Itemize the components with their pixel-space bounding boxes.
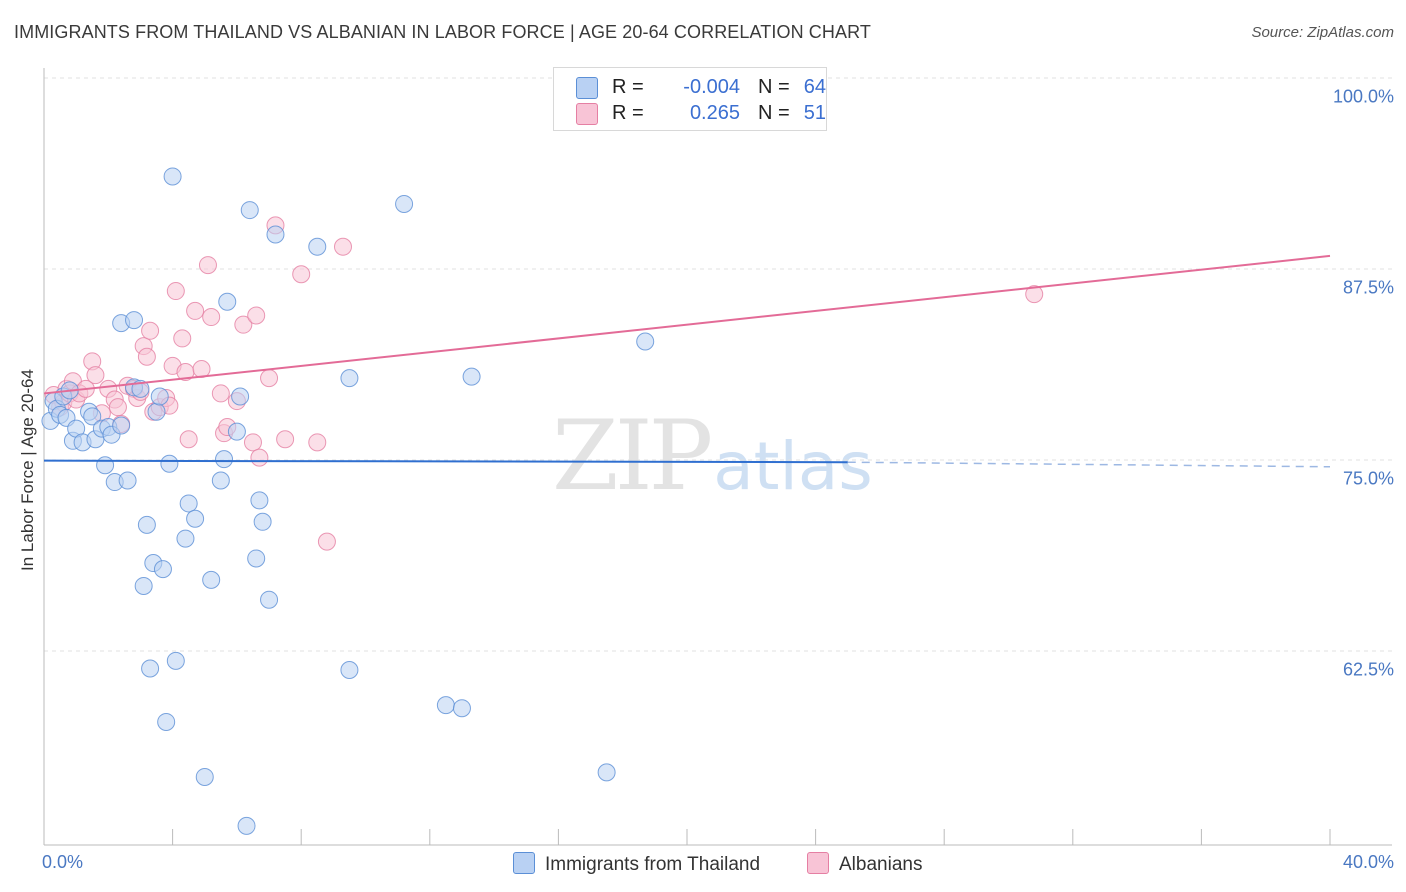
albanian-point [1025, 285, 1044, 304]
thailand-point [118, 471, 137, 490]
thailand-point [218, 292, 237, 311]
albanian-point [166, 282, 185, 301]
grid-lines [44, 77, 1392, 652]
thailand-point [211, 471, 230, 490]
bottom-legend-label-albanians: Albanians [839, 854, 923, 875]
thailand-point [227, 422, 246, 441]
x-tick-label: 0.0% [42, 852, 84, 872]
thailand-point [150, 387, 169, 406]
albanian-point [292, 265, 311, 284]
albanian-point [211, 384, 230, 403]
thailand-point [237, 816, 256, 835]
trend-lines [43, 254, 1331, 468]
albanian-trend-line [43, 254, 1331, 395]
albanian-point [308, 433, 327, 452]
albanian-point [276, 430, 295, 449]
thailand-point [395, 194, 414, 213]
albanian-point [179, 430, 198, 449]
thailand-point [340, 661, 359, 679]
albanian-point [317, 532, 336, 551]
thailand-point [83, 407, 102, 426]
thailand-point [166, 651, 185, 670]
thailand-point [597, 763, 616, 782]
y-tick-label: 62.5% [1342, 659, 1394, 680]
thailand-point [266, 225, 285, 244]
thailand-point [96, 456, 115, 475]
legend-n-label: N = [758, 102, 790, 124]
bottom-legend-swatch-albanians [807, 852, 829, 874]
legend-swatch-thailand [576, 77, 598, 99]
data-points [41, 86, 1044, 835]
legend-r-label: R = [612, 76, 644, 98]
thailand-point [125, 311, 144, 330]
stats-legend: R = -0.004 N = 64 R = 0.265 N = 51 [553, 67, 827, 131]
thailand-point [308, 237, 327, 256]
thailand-point [250, 491, 269, 510]
thailand-point [112, 416, 131, 435]
thailand-point [462, 367, 481, 386]
bottom-legend-swatch-thailand [513, 852, 535, 874]
thailand-point [636, 332, 655, 351]
albanian-point [141, 321, 160, 340]
thailand-point [231, 387, 250, 406]
thailand-point [240, 201, 259, 220]
thailand-point [340, 369, 359, 388]
albanian-point [333, 237, 352, 256]
thailand-point [452, 699, 471, 718]
axes [43, 68, 1392, 846]
thailand-point [202, 570, 221, 589]
thailand-point [436, 696, 455, 715]
thailand-point [157, 712, 176, 731]
thailand-point [253, 512, 272, 531]
albanian-point [108, 398, 127, 417]
legend-n-value: 51 [803, 102, 826, 124]
albanian-point [260, 369, 279, 388]
thailand-point [176, 529, 195, 548]
thailand-point [260, 590, 279, 609]
albanian-point [234, 315, 253, 334]
thailand-point [131, 379, 150, 398]
albanian-point [243, 433, 262, 452]
y-tick-label: 100.0% [1332, 86, 1394, 107]
x-tick-label: 40.0% [1342, 852, 1394, 872]
legend-n-label: N = [758, 76, 790, 98]
thailand-point [137, 515, 156, 534]
albanian-point [173, 329, 192, 348]
y-tick-label: 87.5% [1342, 277, 1394, 298]
thailand-point [134, 576, 153, 595]
legend-r-label: R = [612, 102, 644, 124]
thailand-point [179, 494, 198, 513]
thailand-point [186, 509, 205, 528]
albanian-point [192, 359, 211, 378]
thailand-point [147, 402, 166, 421]
source-label: Source: ZipAtlas.com [1251, 24, 1394, 41]
thailand-point [141, 659, 160, 678]
albanian-point [202, 308, 221, 327]
thailand-point [163, 167, 182, 186]
thailand-point [215, 450, 234, 469]
thailand-trend-line [43, 459, 848, 464]
albanian-point [247, 306, 266, 325]
albanian-point [198, 256, 217, 275]
thailand-point [195, 767, 214, 786]
bottom-legend-thailand: Immigrants from Thailand [513, 852, 760, 876]
thailand-point [160, 454, 179, 473]
bottom-legend-albanians: Albanians [807, 852, 922, 876]
albanian-point [86, 366, 105, 385]
legend-r-value: -0.004 [683, 76, 740, 98]
legend-r-value: 0.265 [689, 102, 740, 124]
bottom-legend-label-thailand: Immigrants from Thailand [545, 854, 761, 875]
albanian-point [186, 301, 205, 320]
thailand-point [153, 560, 172, 579]
thailand-trend-extension [847, 461, 1331, 468]
y-tick-label: 75.0% [1342, 468, 1394, 489]
y-axis-label: In Labor Force | Age 20-64 [18, 369, 37, 571]
thailand-point [247, 549, 266, 568]
albanian-point [137, 347, 156, 366]
chart-title: IMMIGRANTS FROM THAILAND VS ALBANIAN IN … [14, 22, 871, 42]
legend-swatch-albanians [576, 103, 598, 125]
albanian-point [250, 448, 269, 467]
legend-n-value: 64 [803, 76, 826, 98]
